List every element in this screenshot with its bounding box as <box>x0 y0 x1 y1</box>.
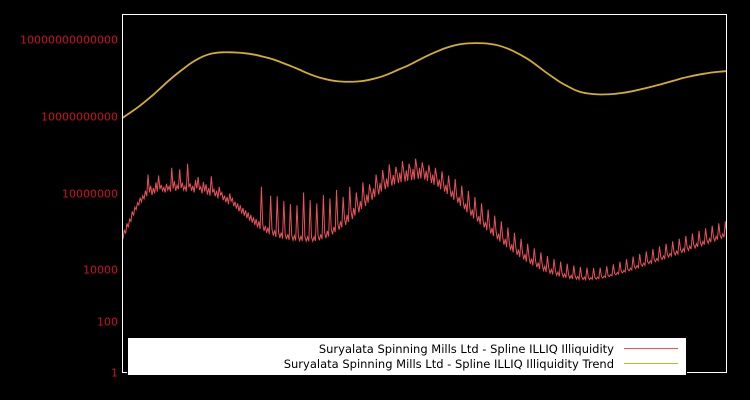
y-axis-tick-label: 1 <box>111 366 118 380</box>
y-axis-tick-label: 10000000 <box>62 187 118 200</box>
y-axis-tick-label: 10000000000000 <box>20 33 118 47</box>
series-canvas <box>123 42 726 282</box>
legend-entry-illiquidity-trend: Suryalata Spinning Mills Ltd - Spline IL… <box>136 356 678 371</box>
legend-entry-illiquidity: Suryalata Spinning Mills Ltd - Spline IL… <box>136 341 678 356</box>
series-line-illiquidity-trend <box>123 42 726 119</box>
plot-area <box>122 14 727 373</box>
legend-swatch-illiquidity-trend <box>624 363 678 364</box>
series-line-illiquidity <box>123 158 726 282</box>
legend-swatch-illiquidity <box>624 348 678 349</box>
chart-legend: Suryalata Spinning Mills Ltd - Spline IL… <box>127 337 687 376</box>
legend-label-illiquidity: Suryalata Spinning Mills Ltd - Spline IL… <box>318 341 614 356</box>
y-axis-tick-labels: 10000000000000 10000000000 10000000 10000 10… <box>0 14 118 378</box>
y-axis-tick-label: 10000 <box>83 263 118 277</box>
y-axis-tick-label: 100 <box>97 315 118 329</box>
y-axis-tick-label: 10000000000 <box>41 110 118 124</box>
legend-label-illiquidity-trend: Suryalata Spinning Mills Ltd - Spline IL… <box>283 356 614 371</box>
